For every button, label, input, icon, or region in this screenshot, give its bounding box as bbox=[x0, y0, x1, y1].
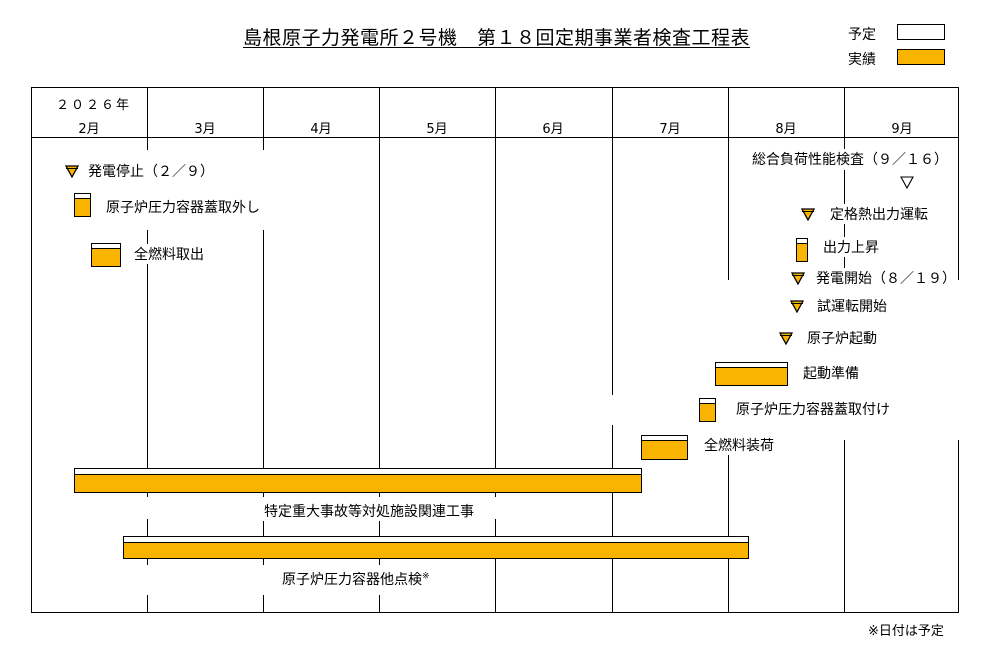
label-backdrop bbox=[600, 395, 640, 425]
startup-preparation-bar bbox=[715, 362, 788, 386]
month-label-aug: 8月 bbox=[775, 122, 797, 137]
rated-operation-label: 定格熱出力運転 bbox=[829, 204, 929, 224]
vessel-head-removal-bar bbox=[74, 193, 91, 217]
legend-plan-swatch bbox=[897, 24, 945, 40]
vessel-inspection-bar bbox=[123, 536, 749, 559]
fuel-unloading-bar bbox=[91, 243, 121, 267]
legend-actual-swatch bbox=[897, 49, 945, 65]
footnote: ※日付は予定 bbox=[868, 624, 944, 639]
month-label-sep: 9月 bbox=[891, 122, 913, 137]
power-stop-label: 発電停止（２／９） bbox=[87, 161, 215, 181]
page-title: 島根原子力発電所２号機 第１８回定期事業者検査工程表 bbox=[243, 27, 751, 49]
month-label-apr: 4月 bbox=[310, 122, 332, 137]
month-label-jul: 7月 bbox=[659, 122, 681, 137]
vessel-inspection-label: 原子炉圧力容器他点検※ bbox=[281, 569, 431, 589]
month-divider bbox=[147, 87, 148, 613]
power-ascension-bar bbox=[796, 238, 808, 262]
startup-preparation-label: 起動準備 bbox=[802, 363, 860, 383]
legend-actual-label: 実績 bbox=[848, 52, 876, 68]
power-ascension-label: 出力上昇 bbox=[822, 237, 880, 257]
fuel-unloading-label: 全燃料取出 bbox=[133, 244, 205, 264]
vessel-head-installation-label: 原子炉圧力容器蓋取付け bbox=[735, 399, 891, 419]
month-divider bbox=[495, 87, 496, 613]
power-generation-start-icon bbox=[791, 272, 805, 285]
severe-accident-works-label: 特定重大事故等対処施設関連工事 bbox=[263, 501, 475, 521]
vessel-inspection-mark: ※ bbox=[422, 571, 430, 582]
power-stop-milestone-icon bbox=[65, 165, 79, 178]
month-divider bbox=[263, 87, 264, 613]
month-label-feb: 2月 bbox=[78, 122, 100, 137]
month-label-may: 5月 bbox=[426, 122, 448, 137]
reactor-startup-icon bbox=[779, 332, 793, 345]
month-divider bbox=[379, 87, 380, 613]
legend-plan-label: 予定 bbox=[848, 27, 876, 43]
overall-load-test-label: 総合負荷性能検査（９／１６） bbox=[751, 149, 949, 169]
vessel-head-removal-label: 原子炉圧力容器蓋取外し bbox=[105, 197, 261, 217]
vessel-head-installation-bar bbox=[699, 398, 716, 422]
overall-load-test-plan-icon bbox=[900, 176, 914, 189]
month-divider bbox=[612, 87, 613, 613]
power-generation-start-label: 発電開始（８／１９） bbox=[815, 268, 957, 288]
vessel-inspection-text: 原子炉圧力容器他点検 bbox=[282, 572, 422, 588]
trial-operation-start-label: 試運転開始 bbox=[816, 296, 888, 316]
month-label-jun: 6月 bbox=[542, 122, 564, 137]
severe-accident-works-bar bbox=[74, 468, 642, 493]
fuel-loading-label: 全燃料装荷 bbox=[703, 435, 775, 455]
rated-operation-milestone-icon bbox=[801, 208, 815, 221]
year-label: ２０２６年 bbox=[56, 98, 132, 113]
fuel-loading-bar bbox=[641, 435, 688, 460]
reactor-startup-label: 原子炉起動 bbox=[806, 328, 878, 348]
trial-operation-start-icon bbox=[790, 300, 804, 313]
month-label-mar: 3月 bbox=[194, 122, 216, 137]
